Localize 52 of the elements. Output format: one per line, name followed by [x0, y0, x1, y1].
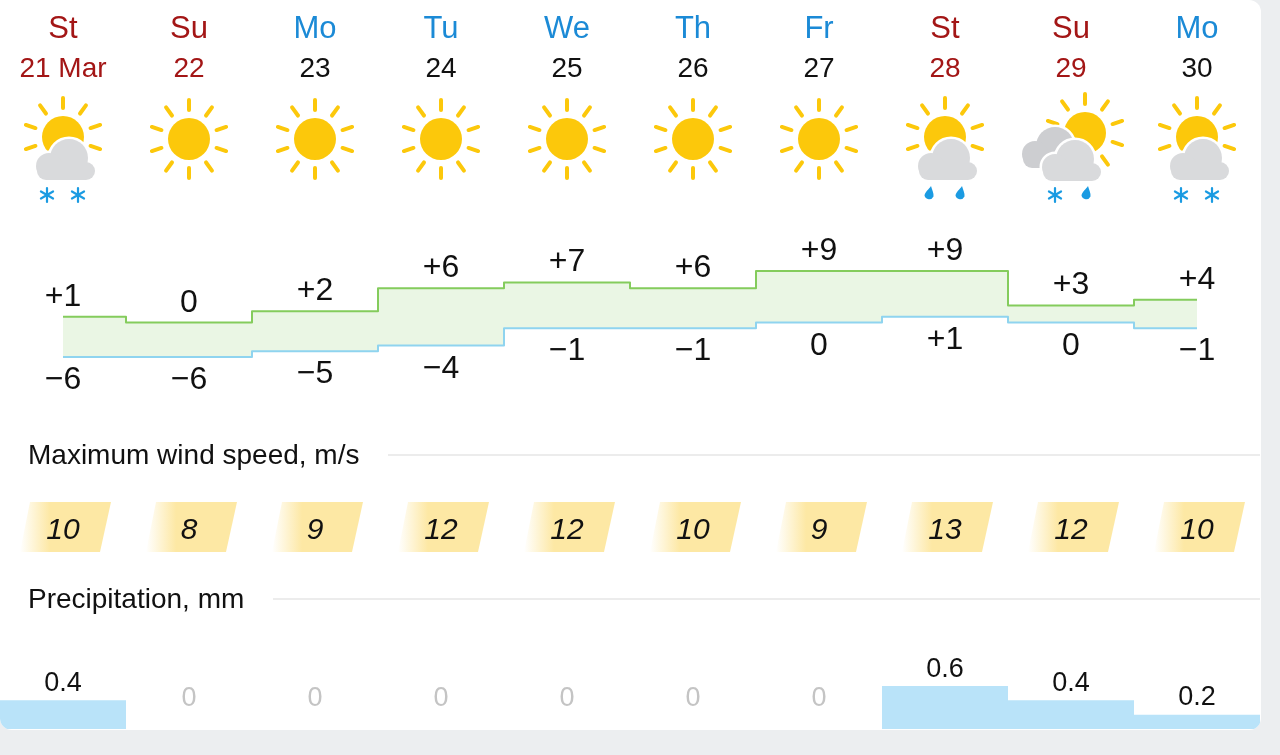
data-label: −1	[674, 331, 712, 368]
data-label: 10	[46, 511, 80, 545]
data-label: −4	[422, 348, 460, 385]
data-label: 9	[306, 511, 324, 545]
data-label: +6	[674, 248, 712, 285]
data-label: 0	[181, 681, 197, 712]
x-tick-label: Su 29	[1052, 9, 1090, 83]
chart-title: Precipitation, mm	[28, 582, 245, 616]
data-label: 0	[180, 282, 198, 319]
data-label: 12	[1054, 511, 1088, 545]
x-tick-label: Fr 27	[803, 9, 835, 83]
data-label: +6	[422, 248, 460, 285]
data-label: 0	[811, 681, 827, 712]
data-label: 0	[559, 681, 575, 712]
data-label: 10	[676, 511, 710, 545]
data-label: 13	[928, 511, 962, 545]
data-label: +1	[44, 276, 82, 313]
x-tick-label: St 28	[929, 9, 961, 83]
data-label: 9	[810, 511, 828, 545]
data-label: 12	[424, 511, 458, 545]
data-label: 0	[307, 681, 323, 712]
data-label: +9	[800, 231, 838, 267]
data-label: −1	[1178, 331, 1216, 368]
data-label: 8	[180, 511, 198, 545]
x-tick-label: Mo 30	[1175, 9, 1219, 83]
data-label: 10	[1180, 511, 1214, 545]
data-label: 0.2	[1178, 681, 1216, 712]
x-tick-label: Mo 23	[293, 9, 337, 83]
data-label: 0	[810, 325, 828, 362]
data-label: 0.4	[44, 666, 82, 697]
data-label: +2	[296, 271, 334, 308]
data-label: +1	[926, 319, 964, 356]
data-label: 0.6	[926, 652, 964, 683]
x-tick-label: Tu 24	[423, 9, 459, 83]
data-label: 0	[1062, 325, 1080, 362]
data-label: 12	[550, 511, 584, 545]
data-label: 0.4	[1052, 666, 1090, 697]
data-label: −6	[44, 360, 82, 396]
x-tick-label: Th 26	[674, 9, 712, 83]
data-label: +9	[926, 231, 964, 267]
data-label: −5	[296, 354, 334, 391]
data-label: +7	[548, 242, 586, 279]
x-tick-label: Su 22	[170, 9, 208, 83]
x-tick-label: We 25	[544, 9, 590, 83]
data-label: +3	[1052, 265, 1090, 302]
data-label: −6	[170, 360, 208, 396]
text: Maximum wind speed, m/s	[28, 438, 360, 472]
data-label: 0	[433, 681, 449, 712]
data-label: −1	[548, 331, 586, 368]
x-tick-label: St 21 Mar	[19, 9, 107, 83]
data-label: +4	[1178, 259, 1216, 296]
data-label: 0	[685, 681, 701, 712]
